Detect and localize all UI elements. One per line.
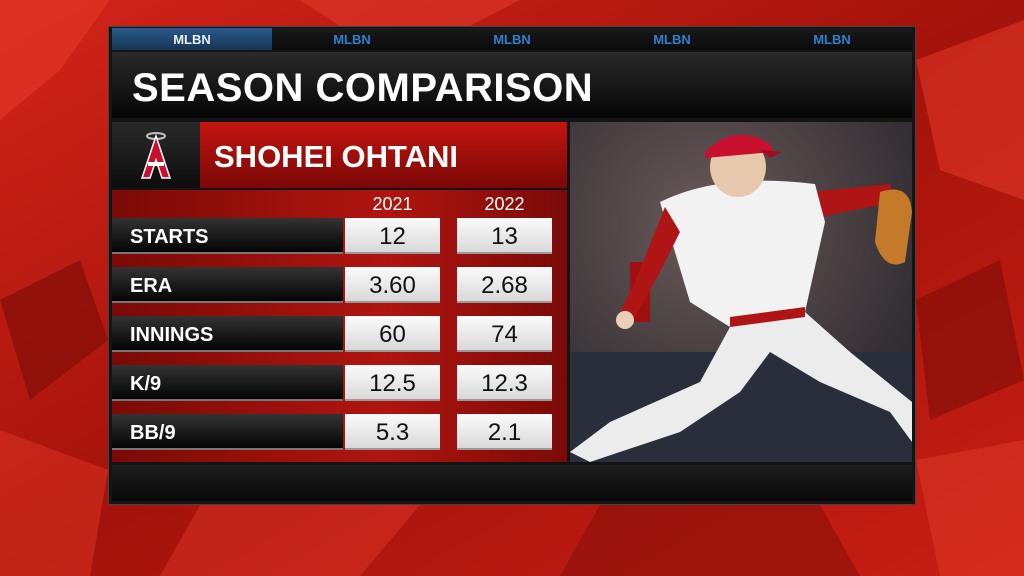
team-logo-box <box>112 122 200 188</box>
value-cell: 60 <box>345 316 440 352</box>
title: SEASON COMPARISON <box>112 52 912 118</box>
network-tab: MLBN <box>653 32 691 47</box>
column-header: 2021 <box>372 194 413 214</box>
row-label: BB/9 <box>112 414 343 450</box>
value-cell: 2.68 <box>457 267 552 303</box>
value-cell: 13 <box>457 218 552 254</box>
player-name: SHOHEI OHTANI <box>200 122 567 188</box>
row-label: ERA <box>112 267 343 303</box>
player-photo <box>570 122 912 462</box>
network-tab: MLBN <box>112 28 272 50</box>
value-cell: 12.3 <box>457 365 552 401</box>
network-tab: MLBN <box>813 32 851 47</box>
column-header: 2022 <box>484 194 525 214</box>
network-tabs: MLBN MLBN MLBN MLBN MLBN <box>112 28 912 50</box>
row-label: K/9 <box>112 365 343 401</box>
value-cell: 12 <box>345 218 440 254</box>
value-cell: 2.1 <box>457 414 552 450</box>
network-tab: MLBN <box>493 32 531 47</box>
value-cell: 3.60 <box>345 267 440 303</box>
value-cell: 12.5 <box>345 365 440 401</box>
footer-bar <box>112 465 912 501</box>
row-label: STARTS <box>112 218 343 254</box>
team-logo <box>140 132 172 179</box>
network-tab: MLBN <box>333 32 371 47</box>
value-cell: 74 <box>457 316 552 352</box>
row-label: INNINGS <box>112 316 343 352</box>
value-cell: 5.3 <box>345 414 440 450</box>
